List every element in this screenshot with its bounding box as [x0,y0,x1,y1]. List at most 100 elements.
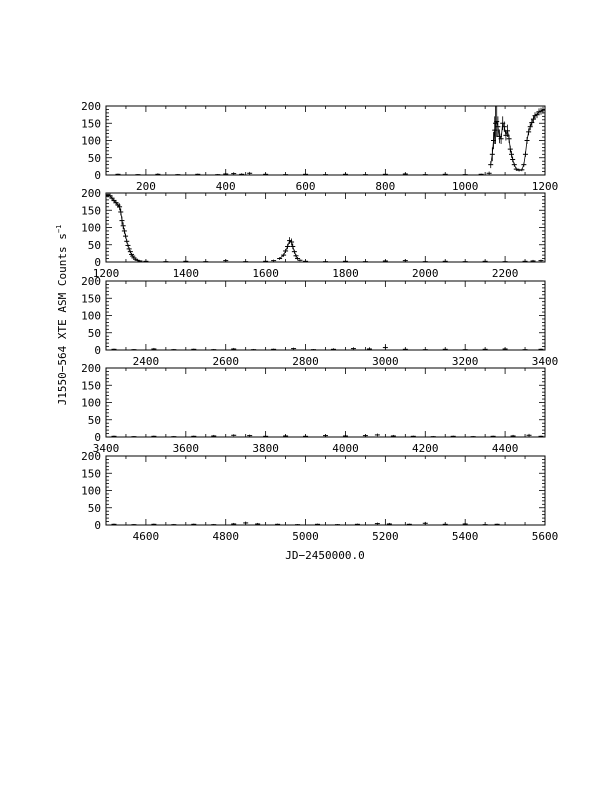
data-point [151,347,157,350]
data-point [519,168,525,172]
data-point [119,216,125,225]
data-point [255,522,261,525]
data-point [129,253,135,256]
data-point [323,260,328,262]
data-point [450,435,456,437]
data-point [334,523,340,525]
data-point [508,150,514,158]
y-tick-label: 150 [81,292,101,305]
data-point [315,523,321,525]
data-point [510,156,516,163]
panel-3: 0 50 100 150 200 2400 2600 2800 3000 3200 3400 [81,275,558,368]
data-point [422,521,428,525]
x-tick-label: 1200 [93,267,120,280]
data-point [247,171,253,175]
panel-5: 0 50 100 150 200 4600 4800 5000 5200 5400 5600 [81,450,558,543]
data-point [482,348,488,350]
x-tick-label: 4000 [332,442,359,455]
x-tick-label: 2800 [292,355,319,368]
outburst-line [490,109,545,171]
data-point [295,257,301,260]
x-tick-label: 5400 [452,530,479,543]
y-tick-label: 0 [94,519,101,532]
x-tick-label: 2600 [212,355,239,368]
data-point [125,243,131,248]
x-tick-label: 4800 [212,530,239,543]
data-point [251,348,257,350]
data-point [493,106,499,144]
data-point [155,173,161,175]
data-point [422,260,428,262]
data-series [111,433,544,437]
data-point [526,433,532,437]
data-point [502,260,508,262]
data-point [231,347,237,350]
data-point [442,173,448,175]
x-tick-label: 2400 [133,355,160,368]
data-point [126,247,132,251]
outburst-line [279,239,298,259]
data-point [406,523,412,525]
data-series [115,106,545,175]
y-tick-label: 50 [88,327,101,340]
data-point [183,260,189,262]
y-tick-label: 0 [94,169,101,182]
y-tick-label: 0 [94,344,101,357]
data-point [538,435,544,437]
x-tick-label: 800 [375,180,395,193]
data-point [521,162,527,167]
data-point [285,243,291,250]
y-tick-label: 100 [81,397,101,410]
data-point [175,173,181,175]
x-tick-label: 3200 [452,355,479,368]
data-point [137,260,143,262]
data-point [118,208,124,216]
data-point [323,434,328,437]
data-point [530,259,536,262]
data-point [390,434,396,437]
x-tick-label: 3400 [532,355,559,368]
data-point [135,173,141,175]
data-point [366,347,372,350]
x-tick-label: 5200 [372,530,399,543]
data-point [239,173,245,175]
data-point [290,243,296,250]
data-point [486,171,492,175]
y-tick-label: 150 [81,204,101,217]
data-point [526,128,532,136]
data-point [342,260,348,262]
x-tick-label: 3000 [372,355,399,368]
data-point [501,121,507,132]
data-point [538,259,544,262]
data-point [502,347,508,350]
data-point [243,260,249,262]
data-point [507,145,513,153]
y-tick-label: 100 [81,222,101,235]
data-point [131,256,137,259]
data-point [462,260,468,262]
x-tick-label: 600 [296,180,316,193]
data-point [402,172,408,175]
data-point [231,434,237,437]
data-point [151,523,157,525]
data-point [374,433,380,437]
x-tick-label: 400 [216,180,236,193]
data-point [117,203,123,211]
data-point [323,173,328,175]
data-point [382,173,388,175]
data-point [291,347,297,350]
data-point [462,522,468,525]
panel-frame [105,280,546,351]
data-point [462,173,468,175]
x-tick-label: 2000 [412,267,439,280]
data-point [283,434,289,437]
data-point [342,173,348,175]
data-point [203,260,209,262]
data-point [271,348,277,350]
data-point [478,173,484,175]
panel-4: 0 50 100 150 200 3400 3600 3800 4000 4200 4400 [81,362,546,455]
data-point [489,147,495,162]
y-tick-label: 50 [88,414,101,427]
y-tick-label: 50 [88,502,101,515]
